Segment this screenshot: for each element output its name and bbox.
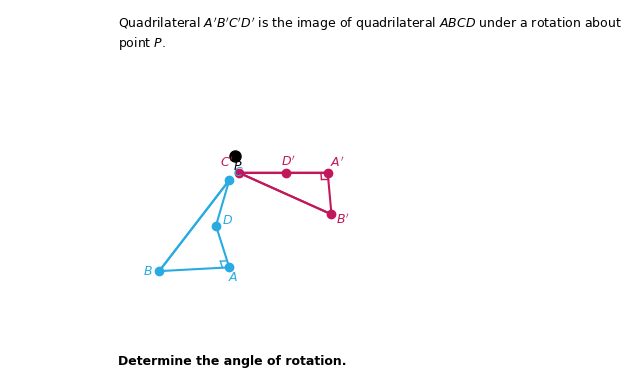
Text: $C'$: $C'$ <box>221 156 234 170</box>
Text: $B$: $B$ <box>143 265 153 278</box>
Text: Determine the angle of rotation.: Determine the angle of rotation. <box>117 355 346 368</box>
Text: $B'$: $B'$ <box>336 212 350 227</box>
Text: $P$: $P$ <box>233 160 243 173</box>
Text: $D'$: $D'$ <box>280 154 295 169</box>
Text: Quadrilateral $A'B'C'D'$ is the image of quadrilateral $ABCD$ under a rotation a: Quadrilateral $A'B'C'D'$ is the image of… <box>117 15 621 52</box>
Text: $C$: $C$ <box>233 166 244 180</box>
Text: $D$: $D$ <box>222 214 233 227</box>
Text: $A'$: $A'$ <box>330 156 344 170</box>
Text: $A$: $A$ <box>228 271 238 284</box>
